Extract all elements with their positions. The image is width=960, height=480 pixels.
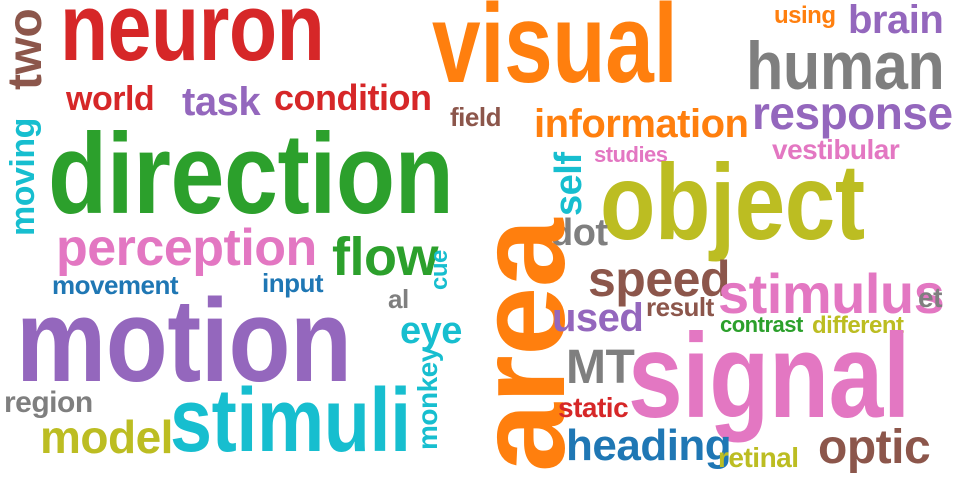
- word-et: et: [918, 282, 942, 313]
- word-vestibular: vestibular: [772, 134, 900, 165]
- word-different: different: [812, 312, 904, 339]
- word-movement: movement: [52, 270, 179, 300]
- word-eye: eye: [400, 310, 462, 352]
- word-neuron: neuron: [60, 0, 325, 81]
- word-direction: direction: [48, 111, 454, 238]
- word-field: field: [450, 102, 501, 132]
- word-flow: flow: [332, 227, 438, 287]
- word-al: al: [388, 284, 409, 314]
- word-task: task: [182, 80, 261, 124]
- word-perception: perception: [56, 219, 317, 277]
- word-retinal: retinal: [718, 442, 799, 473]
- word-static: static: [558, 392, 629, 423]
- word-contrast: contrast: [720, 312, 803, 337]
- word-motion: motion: [16, 275, 352, 407]
- word-result: result: [646, 292, 714, 322]
- word-human: human: [746, 28, 945, 104]
- word-mt: MT: [566, 341, 635, 394]
- word-heading: heading: [566, 421, 732, 470]
- word-model: model: [40, 411, 173, 463]
- word-region: region: [4, 386, 93, 419]
- word-two: two: [0, 8, 52, 90]
- word-self: self: [548, 152, 590, 216]
- word-world: world: [66, 80, 155, 118]
- word-brain: brain: [848, 0, 944, 42]
- word-cue: cue: [426, 250, 453, 290]
- word-monkey: monkey: [412, 347, 443, 450]
- word-stimuli: stimuli: [170, 371, 411, 471]
- word-condition: condition: [274, 77, 432, 118]
- word-optic: optic: [818, 421, 931, 474]
- word-dot: dot: [550, 212, 608, 254]
- word-visual: visual: [432, 0, 678, 106]
- word-speed: speed: [588, 251, 731, 307]
- word-studies: studies: [594, 142, 668, 167]
- word-moving: moving: [4, 118, 42, 236]
- word-stimulus: stimulus: [718, 262, 945, 325]
- word-response: response: [752, 87, 953, 139]
- word-used: used: [552, 296, 644, 340]
- word-signal: signal: [628, 309, 910, 443]
- word-input: input: [262, 268, 324, 298]
- word-information: information: [534, 102, 749, 146]
- word-object: object: [600, 141, 865, 262]
- word-using: using: [774, 2, 836, 29]
